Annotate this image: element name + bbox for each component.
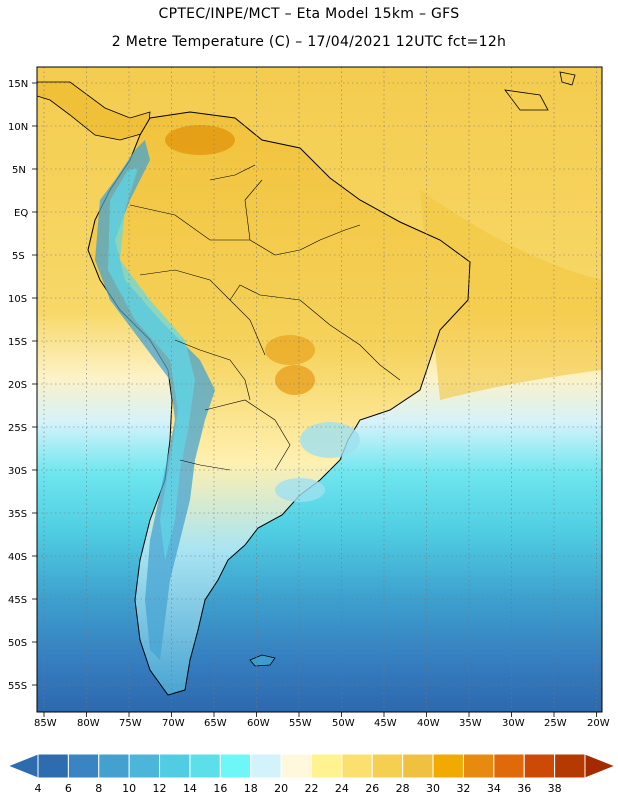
colorbar-segment	[159, 753, 191, 779]
caribbean-islands	[504, 89, 549, 111]
lat-label: 30S	[8, 466, 27, 477]
lat-label: 55S	[8, 681, 27, 692]
colorbar-tick-label: 4	[35, 782, 42, 795]
colorbar-segment	[371, 753, 404, 779]
south-brazil-cool-area	[300, 422, 360, 458]
venezuela-hot-spot	[165, 125, 235, 155]
colorbar-segment	[189, 753, 221, 779]
lat-label: 45S	[8, 595, 27, 606]
map-title-line1: CPTEC/INPE/MCT – Eta Model 15km – GFS	[158, 6, 460, 22]
lat-label: 15S	[8, 337, 27, 348]
colorbar-segment	[37, 753, 69, 779]
colorbar-tick-label: 30	[426, 782, 440, 795]
lon-label: 20W	[587, 718, 610, 729]
colorbar-segment	[280, 753, 313, 779]
colorbar-right-arrow	[584, 753, 617, 779]
colorbar-segment	[98, 753, 130, 779]
lat-label: 20S	[8, 380, 27, 391]
lat-label: 15N	[8, 79, 28, 90]
lon-label: 60W	[247, 718, 270, 729]
andes-highland	[108, 168, 195, 560]
colorbar-tick-label: 26	[365, 782, 379, 795]
lon-label: 40W	[417, 718, 440, 729]
lat-label: 35S	[8, 509, 27, 520]
lon-label: 65W	[204, 718, 227, 729]
uruguay-cool-area	[275, 478, 325, 502]
pantanal-hot-spot	[275, 365, 315, 395]
colorbar-segment	[462, 753, 495, 779]
lon-label: 85W	[34, 718, 57, 729]
colorbar-segment	[523, 753, 556, 779]
colorbar-tick-label: 12	[153, 782, 167, 795]
lon-label: 80W	[77, 718, 100, 729]
colorbar-tick-label: 20	[274, 782, 288, 795]
map-frame	[36, 66, 603, 713]
latitude-axis: 15N 10N 5N EQ 5S 10S 15S 20S 25S 30S 35S…	[8, 79, 28, 692]
colorbar-tick-label: 32	[456, 782, 470, 795]
colorbar-tick-label: 18	[244, 782, 258, 795]
map-graticule	[32, 67, 602, 717]
lat-label: 50S	[8, 638, 27, 649]
lat-label: 40S	[8, 552, 27, 563]
colorbar-tick-label: 8	[95, 782, 102, 795]
lat-label: 25S	[8, 423, 27, 434]
lon-label: 70W	[162, 718, 185, 729]
central-brazil-hot-spot	[265, 335, 315, 365]
colorbar-segment	[402, 753, 434, 779]
colorbar-segment	[493, 753, 525, 779]
lat-label: EQ	[14, 208, 28, 219]
colorbar-tick-label: 16	[213, 782, 227, 795]
lat-label: 5S	[12, 251, 25, 262]
lon-label: 25W	[544, 718, 567, 729]
lat-label: 10N	[8, 122, 28, 133]
central-america	[37, 81, 151, 141]
colorbar-segment	[250, 753, 282, 779]
colorbar-tick-label: 36	[517, 782, 531, 795]
caribbean-island	[559, 71, 576, 86]
colorbar-tick-label: 14	[183, 782, 197, 795]
lon-label: 55W	[289, 718, 312, 729]
colorbar-tick-label: 24	[335, 782, 349, 795]
colorbar-tick-label: 28	[396, 782, 410, 795]
warm-ocean-band	[420, 190, 602, 400]
lon-label: 75W	[119, 718, 142, 729]
colorbar-segment	[219, 753, 252, 779]
lon-label: 45W	[374, 718, 397, 729]
colorbar-tick-label: 22	[305, 782, 319, 795]
temperature-colorbar: 4 6 8 10 12 14 16 18 20 22 24 26 28 30 32 34 36 38	[6, 753, 617, 795]
colorbar-segment	[311, 753, 343, 779]
colorbar-segment	[432, 753, 464, 779]
colorbar-segment	[128, 753, 161, 779]
lon-label: 30W	[502, 718, 525, 729]
colorbar-segment	[67, 753, 100, 779]
lat-label: 5N	[12, 165, 26, 176]
lat-label: 10S	[8, 294, 27, 305]
colorbar-tick-label: 38	[548, 782, 562, 795]
longitude-axis: 85W 80W 75W 70W 65W 60W 55W 50W 45W 40W …	[34, 718, 610, 729]
map-title-line2: 2 Metre Temperature (C) – 17/04/2021 12U…	[111, 34, 507, 50]
colorbar-segment	[341, 753, 373, 779]
colorbar-tick-label: 6	[65, 782, 72, 795]
lon-label: 50W	[332, 718, 355, 729]
colorbar-left-arrow	[6, 753, 39, 779]
colorbar-segment	[554, 753, 586, 779]
colorbar-tick-label: 10	[122, 782, 136, 795]
colorbar-tick-label: 34	[487, 782, 501, 795]
country-borders	[129, 164, 401, 471]
lon-label: 35W	[459, 718, 482, 729]
